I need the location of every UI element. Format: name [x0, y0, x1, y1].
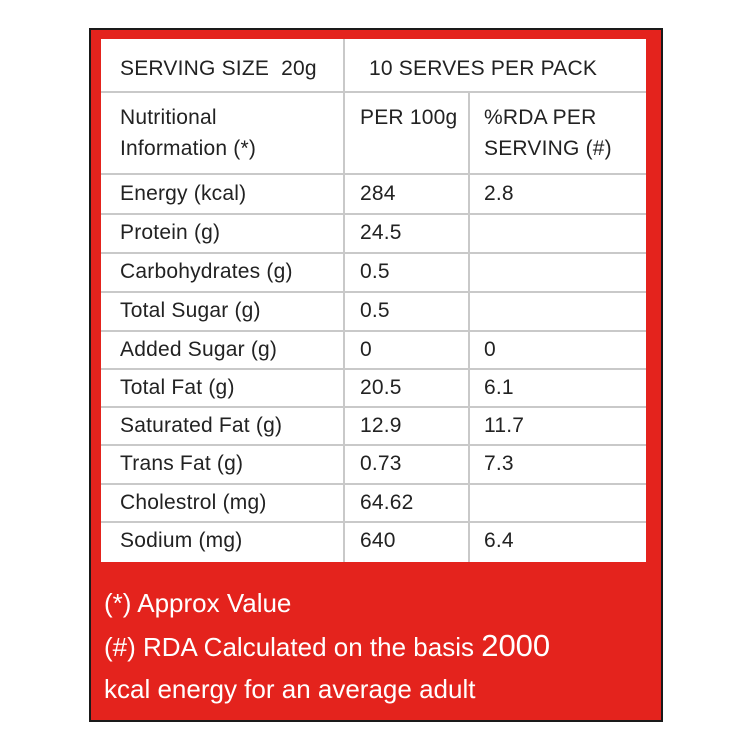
nutrient-name: Energy (kcal)	[120, 182, 247, 205]
grid-line	[101, 368, 646, 370]
nutrient-name: Trans Fat (g)	[120, 452, 244, 475]
footnote-rda-line1: (#) RDA Calculated on the basis 2000	[104, 628, 550, 664]
per-100g-value: 284	[360, 182, 396, 205]
nutrient-name: Cholestrol (mg)	[120, 491, 267, 514]
per-100g-value: 0.5	[360, 299, 390, 322]
per-100g-value: 0.73	[360, 452, 402, 475]
grid-line	[101, 213, 646, 215]
grid-line	[101, 444, 646, 446]
nutrient-name: Total Sugar (g)	[120, 299, 261, 322]
rda-value: 0	[484, 338, 496, 361]
serving-size: SERVING SIZE 20g	[120, 57, 317, 80]
per-100g-value: 640	[360, 529, 396, 552]
per-100g-value: 20.5	[360, 376, 402, 399]
rda-value: 7.3	[484, 452, 514, 475]
footnote-approx: (*) Approx Value	[104, 588, 292, 618]
footnote-rda-line2: kcal energy for an average adult	[104, 674, 476, 704]
nutrient-name: Total Fat (g)	[120, 376, 235, 399]
nutrient-name: Sodium (mg)	[120, 529, 243, 552]
grid-line	[343, 39, 345, 562]
column-header-nutrient-line2: Information (*)	[120, 137, 257, 160]
nutrient-name: Protein (g)	[120, 221, 221, 244]
rda-value: 11.7	[484, 414, 525, 437]
column-header-rda-line1: %RDA PER	[484, 106, 597, 129]
grid-line	[101, 483, 646, 485]
footnote-rda-text: (#) RDA Calculated on the basis	[104, 632, 482, 662]
rda-value: 6.1	[484, 376, 514, 399]
column-header-per-100g: PER 100g	[360, 106, 458, 129]
grid-line	[468, 91, 470, 562]
nutrient-name: Added Sugar (g)	[120, 338, 278, 361]
rda-value: 6.4	[484, 529, 514, 552]
nutrient-name: Saturated Fat (g)	[120, 414, 283, 437]
column-header-nutrient: Nutritional Information (*)	[120, 102, 256, 164]
grid-line	[101, 252, 646, 254]
column-header-nutrient-line1: Nutritional	[120, 106, 217, 129]
per-100g-value: 64.62	[360, 491, 414, 514]
nutrient-name: Carbohydrates (g)	[120, 260, 293, 283]
grid-line	[101, 91, 646, 93]
footnote-rda-number: 2000	[481, 628, 551, 663]
grid-line	[101, 330, 646, 332]
column-header-rda-line2: SERVING (#)	[484, 137, 612, 160]
column-header-rda: %RDA PER SERVING (#)	[484, 102, 612, 164]
grid-line	[101, 173, 646, 175]
rda-value: 2.8	[484, 182, 514, 205]
grid-line	[101, 521, 646, 523]
nutrition-table: SERVING SIZE 20g 10 SERVES PER PACK Nutr…	[101, 39, 646, 562]
serves-per-pack: 10 SERVES PER PACK	[369, 57, 598, 80]
per-100g-value: 12.9	[360, 414, 402, 437]
per-100g-value: 0	[360, 338, 372, 361]
per-100g-value: 0.5	[360, 260, 390, 283]
per-100g-value: 24.5	[360, 221, 402, 244]
grid-line	[101, 406, 646, 408]
grid-line	[101, 291, 646, 293]
